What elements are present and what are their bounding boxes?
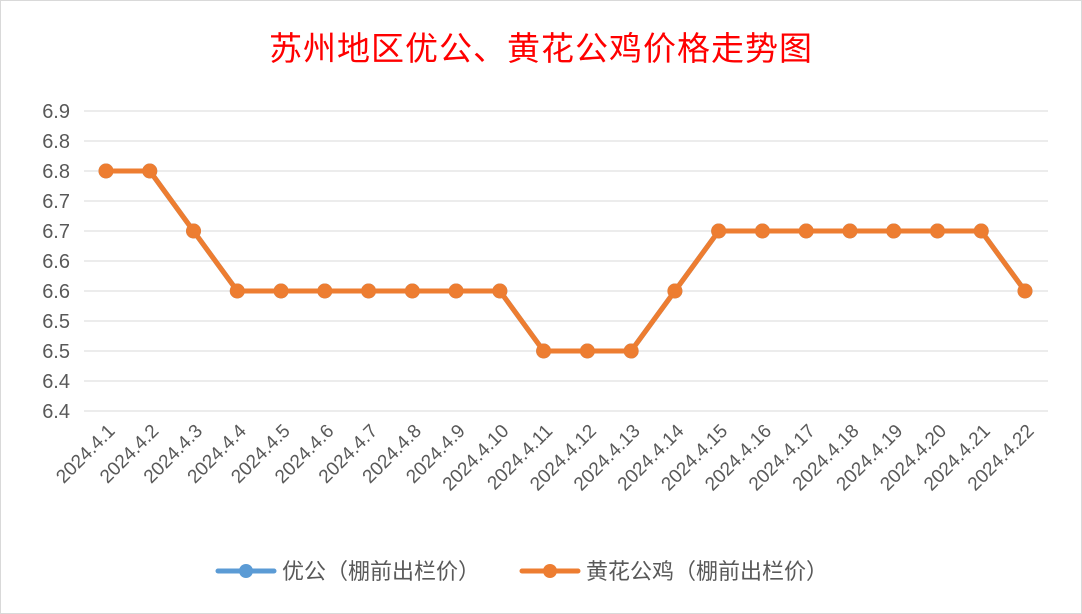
legend-swatch-marker [543,564,557,578]
y-tick-label: 6.9 [42,101,70,123]
data-point [667,283,683,299]
data-point [886,223,902,239]
series-line [103,168,1028,354]
legend: 优公（棚前出栏价） 黄花公鸡（棚前出栏价） [215,560,828,585]
data-point [404,283,420,299]
y-tick-label: 6.7 [42,191,70,213]
data-point [273,283,289,299]
y-tick-label: 6.6 [42,281,70,303]
data-point [798,223,814,239]
data-point [229,283,245,299]
data-point [492,283,508,299]
data-point [929,223,945,239]
data-point [186,223,202,239]
data-point [142,163,158,179]
data-point [579,343,595,359]
legend-item: 黄花公鸡（棚前出栏价） [519,560,828,585]
data-point [536,343,552,359]
legend-label: 优公（棚前出栏价） [282,560,480,585]
y-tick-label: 6.8 [42,161,70,183]
chart-title: 苏州地区优公、黄花公鸡价格走势图 [269,29,813,68]
legend-label: 黄花公鸡（棚前出栏价） [586,560,828,585]
series-layer [98,163,1033,359]
data-point [317,283,333,299]
data-point [448,283,464,299]
data-point [973,223,989,239]
legend-item: 优公（棚前出栏价） [215,560,480,585]
data-point [711,223,727,239]
y-tick-label: 6.7 [42,221,70,243]
data-point [361,283,377,299]
data-point [842,223,858,239]
y-tick-labels: 6.4 6.4 6.5 6.5 6.6 6.6 6.7 6.7 6.8 6.8 6.9 [42,101,70,423]
data-point [754,223,770,239]
data-point [98,163,114,179]
y-tick-label: 6.4 [42,371,70,393]
y-tick-label: 6.5 [42,341,70,363]
y-tick-label: 6.6 [42,251,70,273]
data-point [623,343,639,359]
x-tick-labels: 2024.4.12024.4.22024.4.32024.4.42024.4.5… [52,420,1038,495]
data-point [1017,283,1033,299]
series-2 [98,163,1033,359]
y-tick-label: 6.4 [42,401,70,423]
legend-swatch-marker [239,564,253,578]
y-tick-label: 6.5 [42,311,70,333]
y-tick-label: 6.8 [42,131,70,153]
grid-lines [84,110,1048,412]
